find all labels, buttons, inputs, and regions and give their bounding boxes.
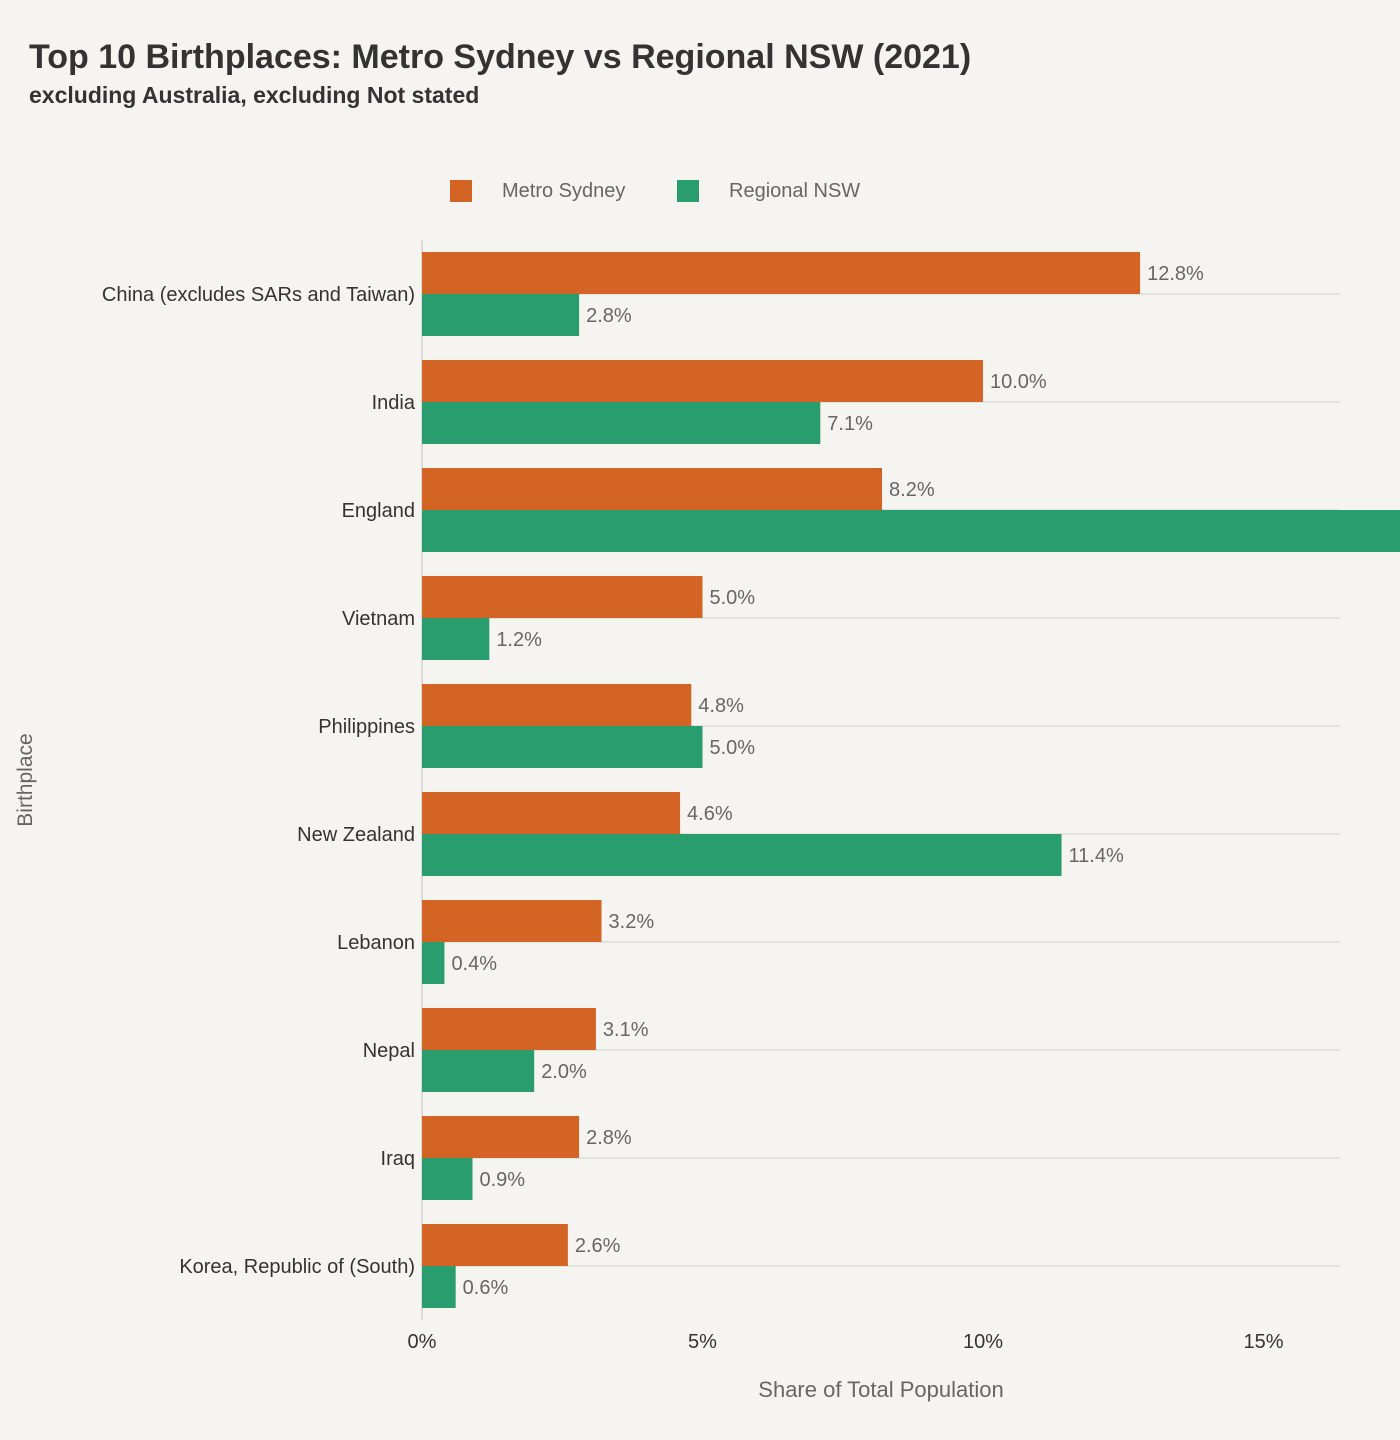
data-label: 10.0% xyxy=(990,371,1047,393)
bar-regional-nsw xyxy=(422,942,445,984)
y-tick-label: Philippines xyxy=(318,716,415,738)
bar-regional-nsw xyxy=(422,1158,473,1200)
data-label: 1.2% xyxy=(496,629,542,651)
x-tick-label: 0% xyxy=(408,1331,437,1353)
bar-regional-nsw xyxy=(422,618,490,660)
bar-metro-sydney xyxy=(422,360,983,402)
data-label: 2.8% xyxy=(586,1127,632,1149)
bar-metro-sydney xyxy=(422,792,681,834)
bar-metro-sydney xyxy=(422,1224,568,1266)
bar-regional-nsw xyxy=(422,510,1400,552)
data-label: 3.2% xyxy=(609,911,655,933)
data-label: 2.8% xyxy=(586,305,632,327)
legend: Metro Sydney Regional NSW xyxy=(0,176,1400,206)
legend-label-metro-sydney: Metro Sydney xyxy=(502,179,626,202)
y-tick-label: Vietnam xyxy=(342,608,415,630)
bar-regional-nsw xyxy=(422,726,703,768)
y-tick-label: India xyxy=(372,392,416,414)
x-tick-label: 5% xyxy=(688,1331,717,1353)
y-tick-label: Lebanon xyxy=(337,932,415,954)
y-axis-title: Birthplace xyxy=(14,733,37,827)
y-tick-label: China (excludes SARs and Taiwan) xyxy=(102,284,415,306)
bar-metro-sydney xyxy=(422,252,1141,294)
data-label: 0.6% xyxy=(463,1277,509,1299)
data-label: 7.1% xyxy=(827,413,873,435)
data-label: 11.4% xyxy=(1069,845,1124,867)
bar-metro-sydney xyxy=(422,684,692,726)
chart-subtitle: excluding Australia, excluding Not state… xyxy=(29,82,480,108)
data-label: 2.0% xyxy=(541,1061,587,1083)
legend-label-regional-nsw: Regional NSW xyxy=(729,179,861,202)
data-label: 2.6% xyxy=(575,1235,621,1257)
legend-item-metro-sydney[interactable]: Metro Sydney xyxy=(450,176,625,206)
data-label: 4.6% xyxy=(687,803,733,825)
y-tick-label: Iraq xyxy=(381,1148,415,1170)
bar-metro-sydney xyxy=(422,900,602,942)
y-tick-label: England xyxy=(342,500,415,522)
data-label: 5.0% xyxy=(710,587,756,609)
y-tick-label: New Zealand xyxy=(297,824,415,846)
data-label: 0.9% xyxy=(479,1169,525,1191)
data-label: 4.8% xyxy=(698,695,744,717)
data-label: 3.1% xyxy=(603,1019,649,1041)
legend-item-regional-nsw[interactable]: Regional NSW xyxy=(677,176,860,206)
data-label: 0.4% xyxy=(451,953,497,975)
data-label: 5.0% xyxy=(710,737,756,759)
legend-swatch-metro-sydney xyxy=(450,180,472,202)
data-label: 8.2% xyxy=(889,479,935,501)
bar-metro-sydney xyxy=(422,1116,580,1158)
legend-swatch-regional-nsw xyxy=(677,180,699,202)
bar-regional-nsw xyxy=(422,294,580,336)
bar-regional-nsw xyxy=(422,402,821,444)
x-tick-label: 10% xyxy=(963,1331,1003,1353)
y-tick-label: Nepal xyxy=(363,1040,415,1062)
bar-metro-sydney xyxy=(422,1008,596,1050)
bar-regional-nsw xyxy=(422,1050,535,1092)
chart-title: Top 10 Birthplaces: Metro Sydney vs Regi… xyxy=(29,38,972,76)
y-tick-label: Korea, Republic of (South) xyxy=(179,1256,415,1278)
bar-regional-nsw xyxy=(422,834,1062,876)
x-axis-title: Share of Total Population xyxy=(758,1377,1004,1402)
bar-metro-sydney xyxy=(422,576,703,618)
data-label: 12.8% xyxy=(1147,263,1204,285)
x-tick-label: 15% xyxy=(1243,1331,1283,1353)
bar-regional-nsw xyxy=(422,1266,456,1308)
bar-metro-sydney xyxy=(422,468,883,510)
